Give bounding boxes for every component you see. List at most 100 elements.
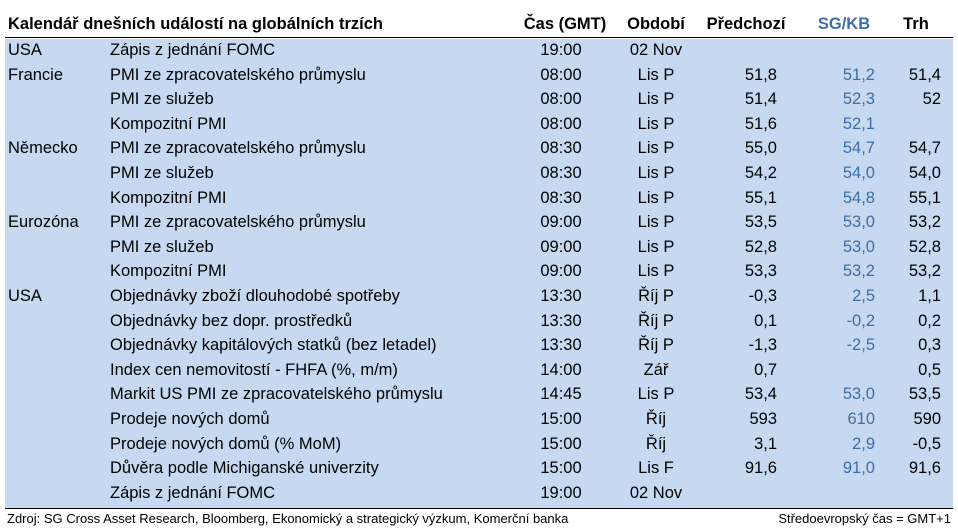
table-row: PMI ze služeb 08:30 Lis P 54,2 54,0 54,0	[5, 162, 953, 187]
previous-cell: 51,4	[744, 90, 777, 109]
table-row: Objednávky bez dopr. prostředků 13:30 Říj …	[5, 310, 953, 335]
period-cell: Říj P	[638, 336, 674, 355]
previous-cell: 52,8	[744, 237, 777, 256]
sg-kb-forecast-cell: 2,5	[852, 287, 875, 305]
event-cell: Objednávky bez dopr. prostředků	[110, 311, 353, 330]
time-cell: 13:30	[540, 311, 582, 330]
previous-cell: 0,1	[754, 311, 777, 330]
market-forecast-cell: 52,8	[908, 237, 941, 256]
event-cell: Kompozitní PMI	[110, 188, 227, 207]
event-cell: Prodeje nových domů (% MoM)	[110, 434, 342, 453]
market-forecast-cell: 1,1	[918, 287, 941, 305]
table-row: Kompozitní PMI 09:00 Lis P 53,3 53,2 53,2	[5, 260, 953, 285]
previous-cell: 0,7	[754, 360, 777, 379]
event-cell: PMI ze služeb	[110, 164, 214, 182]
market-forecast-cell: 0,2	[918, 311, 941, 330]
table-row: Objednávky kapitálových statků (bez leta…	[5, 334, 953, 359]
region-cell: USA	[8, 41, 42, 59]
time-cell: 15:00	[540, 410, 582, 428]
table-title: Kalendář dnešních událostí na globálních…	[8, 15, 383, 33]
sg-kb-forecast-cell: 2,9	[852, 434, 875, 453]
sg-kb-forecast-cell: 53,0	[842, 237, 875, 256]
previous-cell: 51,6	[744, 114, 777, 133]
table-row: Francie PMI ze zpracovatelského průmyslu 0…	[5, 64, 953, 89]
region-cell: Německo	[8, 139, 78, 158]
event-cell: PMI ze služeb	[110, 90, 214, 109]
period-cell: Říj	[645, 410, 667, 428]
header-market: Trh	[903, 15, 929, 33]
event-cell: Markit US PMI ze zpracovatelského průmys…	[110, 385, 443, 404]
sg-kb-forecast-cell: -2,5	[846, 336, 875, 355]
time-cell: 08:00	[540, 114, 582, 133]
period-cell: Říj P	[638, 287, 674, 305]
previous-cell: 91,6	[744, 459, 777, 478]
region-cell: Eurozóna	[8, 213, 79, 232]
period-cell: Lis P	[637, 385, 675, 404]
market-forecast-cell: 590	[913, 410, 941, 428]
sg-kb-forecast-cell: 53,0	[842, 385, 875, 404]
period-cell: 02 Nov	[629, 41, 683, 59]
time-cell: 13:30	[540, 336, 582, 355]
event-cell: Zápis z jednání FOMC	[110, 483, 276, 502]
event-cell: PMI ze zpracovatelského průmyslu	[110, 65, 366, 84]
timezone-note: Středoevropský čas = GMT+1	[778, 511, 951, 526]
header-time: Čas (GMT)	[523, 15, 607, 33]
time-cell: 13:30	[540, 287, 582, 305]
time-cell: 14:00	[540, 360, 582, 379]
time-cell: 08:30	[540, 139, 582, 158]
table-row: Eurozóna PMI ze zpracovatelského průmyslu…	[5, 211, 953, 236]
period-cell: Lis P	[637, 65, 675, 84]
time-cell: 08:00	[540, 90, 582, 109]
time-cell: 19:00	[540, 483, 582, 502]
period-cell: Říj	[645, 434, 667, 453]
event-cell: Zápis z jednání FOMC	[110, 41, 276, 59]
sg-kb-forecast-cell: 54,7	[842, 139, 875, 158]
market-forecast-cell: -0,5	[912, 434, 941, 453]
previous-cell: 51,8	[744, 65, 777, 84]
sg-kb-forecast-cell: -0,2	[846, 311, 875, 330]
event-cell: PMI ze zpracovatelského průmyslu	[110, 139, 366, 158]
table-row: Markit US PMI ze zpracovatelského průmys…	[5, 383, 953, 408]
sg-kb-forecast-cell: 53,0	[842, 213, 875, 232]
sg-kb-forecast-cell: 52,3	[842, 90, 875, 109]
time-cell: 15:00	[540, 434, 582, 453]
time-cell: 08:30	[540, 188, 582, 207]
period-cell: Lis P	[637, 164, 675, 182]
time-cell: 08:00	[540, 65, 582, 84]
sg-kb-forecast-cell: 53,2	[842, 262, 875, 281]
event-cell: PMI ze zpracovatelského průmyslu	[110, 213, 366, 232]
event-cell: PMI ze služeb	[110, 237, 214, 256]
previous-cell: 53,4	[744, 385, 777, 404]
market-forecast-cell: 51,4	[908, 65, 941, 84]
period-cell: Lis P	[637, 213, 675, 232]
region-cell: Francie	[8, 65, 64, 84]
period-cell: Lis P	[637, 90, 675, 109]
event-cell: Objednávky zboží dlouhodobé spotřeby	[110, 287, 400, 305]
header-previous: Předchozí	[706, 15, 786, 33]
table-row: Důvěra podle Michiganské univerzity 15:00…	[5, 457, 953, 482]
period-cell: Lis P	[637, 237, 675, 256]
previous-cell: 55,1	[744, 188, 777, 207]
time-cell: 09:00	[540, 237, 582, 256]
previous-cell: 593	[749, 410, 777, 428]
event-cell: Objednávky kapitálových statků (bez leta…	[110, 336, 437, 355]
market-forecast-cell: 53,2	[908, 262, 941, 281]
period-cell: Lis P	[637, 114, 675, 133]
period-cell: Lis P	[637, 139, 675, 158]
event-cell: Index cen nemovitostí - FHFA (%, m/m)	[110, 360, 398, 379]
sg-kb-forecast-cell: 51,2	[842, 65, 875, 84]
previous-cell: 53,3	[744, 262, 777, 281]
sg-kb-forecast-cell: 91,0	[842, 459, 875, 478]
table-row: Německo PMI ze zpracovatelského průmyslu 0…	[5, 137, 953, 162]
table-row: USA Objednávky zboží dlouhodobé spotřeby 1…	[5, 285, 953, 310]
market-forecast-cell: 52	[922, 90, 941, 109]
event-cell: Kompozitní PMI	[110, 262, 227, 281]
period-cell: Zář	[643, 360, 669, 379]
period-cell: Říj P	[638, 311, 674, 330]
market-forecast-cell: 0,5	[918, 360, 941, 379]
table-row: PMI ze služeb 09:00 Lis P 52,8 53,0 52,8	[5, 236, 953, 261]
header-period: Období	[627, 15, 685, 33]
source-note: Zdroj: SG Cross Asset Research, Bloomber…	[7, 511, 569, 526]
market-forecast-cell: 54,7	[908, 139, 941, 158]
market-forecast-cell: 55,1	[908, 188, 941, 207]
